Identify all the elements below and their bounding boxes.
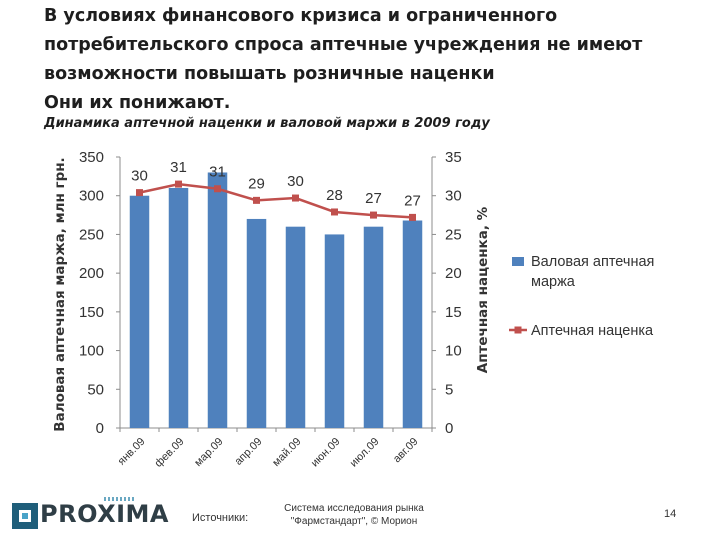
- line-point: [175, 180, 182, 188]
- legend-label-bar-line: Валовая аптечная: [531, 254, 654, 270]
- headline-line-1: В условиях финансового кризиса и огранич…: [44, 6, 558, 26]
- y-tick-label: 0: [96, 420, 104, 437]
- bar: [363, 226, 384, 428]
- x-tick-label: май.09: [270, 436, 303, 469]
- headline-line-4: Они их понижают.: [44, 93, 231, 113]
- data-label: 28: [326, 187, 343, 204]
- proxima-logo: PROXIMA: [12, 497, 169, 530]
- line-point: [292, 194, 299, 202]
- page-number: 14: [664, 508, 677, 520]
- source-text: Система исследования рынка "Фармстандарт…: [270, 502, 438, 528]
- y-tick-label: 250: [79, 226, 104, 243]
- y2-tick-label: 5: [445, 381, 453, 398]
- logo-mark-icon: [12, 503, 38, 529]
- headline-line-3: возможности повышать розничные наценки: [44, 64, 495, 84]
- data-label: 31: [170, 159, 187, 176]
- bar: [285, 226, 306, 428]
- bar: [207, 172, 228, 428]
- chart-labels: 30 31 31 29 30 28 27 27 янв.09 фев.09 мар.09 апр.09…: [52, 157, 491, 469]
- data-label: 30: [131, 168, 148, 185]
- y2-tick-label: 25: [445, 226, 462, 243]
- logo-text: PROXIMA: [40, 500, 170, 528]
- y-tick-label: 200: [79, 265, 104, 282]
- legend-bar-swatch: [512, 257, 524, 266]
- data-label: 27: [404, 192, 421, 209]
- y2-tick-label: 35: [445, 149, 462, 166]
- headline-line-2: потребительского спроса аптечные учрежде…: [44, 35, 643, 55]
- x-tick-label: июл.09: [348, 436, 382, 470]
- x-tick-label: янв.09: [116, 436, 148, 468]
- legend-line-marker: [514, 326, 522, 334]
- line-path: [139, 182, 413, 219]
- data-label: 31: [209, 164, 226, 181]
- line-point: [370, 211, 377, 219]
- source-line-1: Система исследования рынка: [284, 503, 424, 514]
- line-series: [136, 180, 416, 221]
- y2-tick-label: 10: [445, 343, 462, 360]
- bar-series: [129, 172, 423, 428]
- chart-legend: Валовая аптечная маржа Аптечная наценка: [509, 254, 654, 339]
- combo-chart: 0 50 100 150 200 250 300 350 0 5 10 15 20 25 30 35 30 31…: [52, 149, 654, 470]
- logo-dots-icon: [104, 497, 134, 501]
- line-point: [253, 196, 260, 204]
- x-tick-label: июн.09: [309, 436, 343, 470]
- y-tick-label: 50: [87, 381, 104, 398]
- data-label: 29: [248, 175, 265, 192]
- y-tick-label: 300: [79, 188, 104, 205]
- y-tick-label: 350: [79, 149, 104, 166]
- x-tick-label: авг.09: [391, 436, 421, 466]
- line-point: [331, 208, 338, 216]
- bar: [129, 195, 150, 428]
- x-tick-label: апр.09: [232, 436, 264, 468]
- y-tick-label: 100: [79, 343, 104, 360]
- legend-label-bar-line: маржа: [531, 274, 576, 290]
- bar: [324, 234, 345, 428]
- y2-tick-label: 20: [445, 265, 462, 282]
- sources-label: Источники:: [192, 512, 249, 524]
- bar: [402, 220, 423, 428]
- legend-label-line: Аптечная наценка: [531, 323, 654, 339]
- chart-subtitle: Динамика аптечной наценки и валовой марж…: [44, 116, 490, 131]
- legend-label-bar: Валовая аптечная маржа: [531, 254, 654, 290]
- bar: [246, 218, 267, 428]
- line-point: [409, 213, 416, 221]
- y-tick-label: 150: [79, 304, 104, 321]
- x-tick-label: мар.09: [192, 436, 225, 469]
- y2-axis-title: Аптечная наценка, %: [475, 206, 491, 373]
- y-axis-title: Валовая аптечная маржа, млн грн.: [52, 157, 68, 431]
- x-tick-label: фев.09: [152, 436, 186, 470]
- y2-tick-label: 30: [445, 188, 462, 205]
- bar: [168, 187, 189, 428]
- y2-tick-label: 0: [445, 420, 453, 437]
- headline: В условиях финансового кризиса и огранич…: [44, 2, 704, 118]
- data-label: 30: [287, 173, 304, 190]
- source-line-2: "Фармстандарт", © Морион: [290, 516, 418, 527]
- y2-tick-label: 15: [445, 304, 462, 321]
- data-label: 27: [365, 190, 382, 207]
- line-point: [136, 189, 143, 197]
- line-point: [214, 185, 221, 193]
